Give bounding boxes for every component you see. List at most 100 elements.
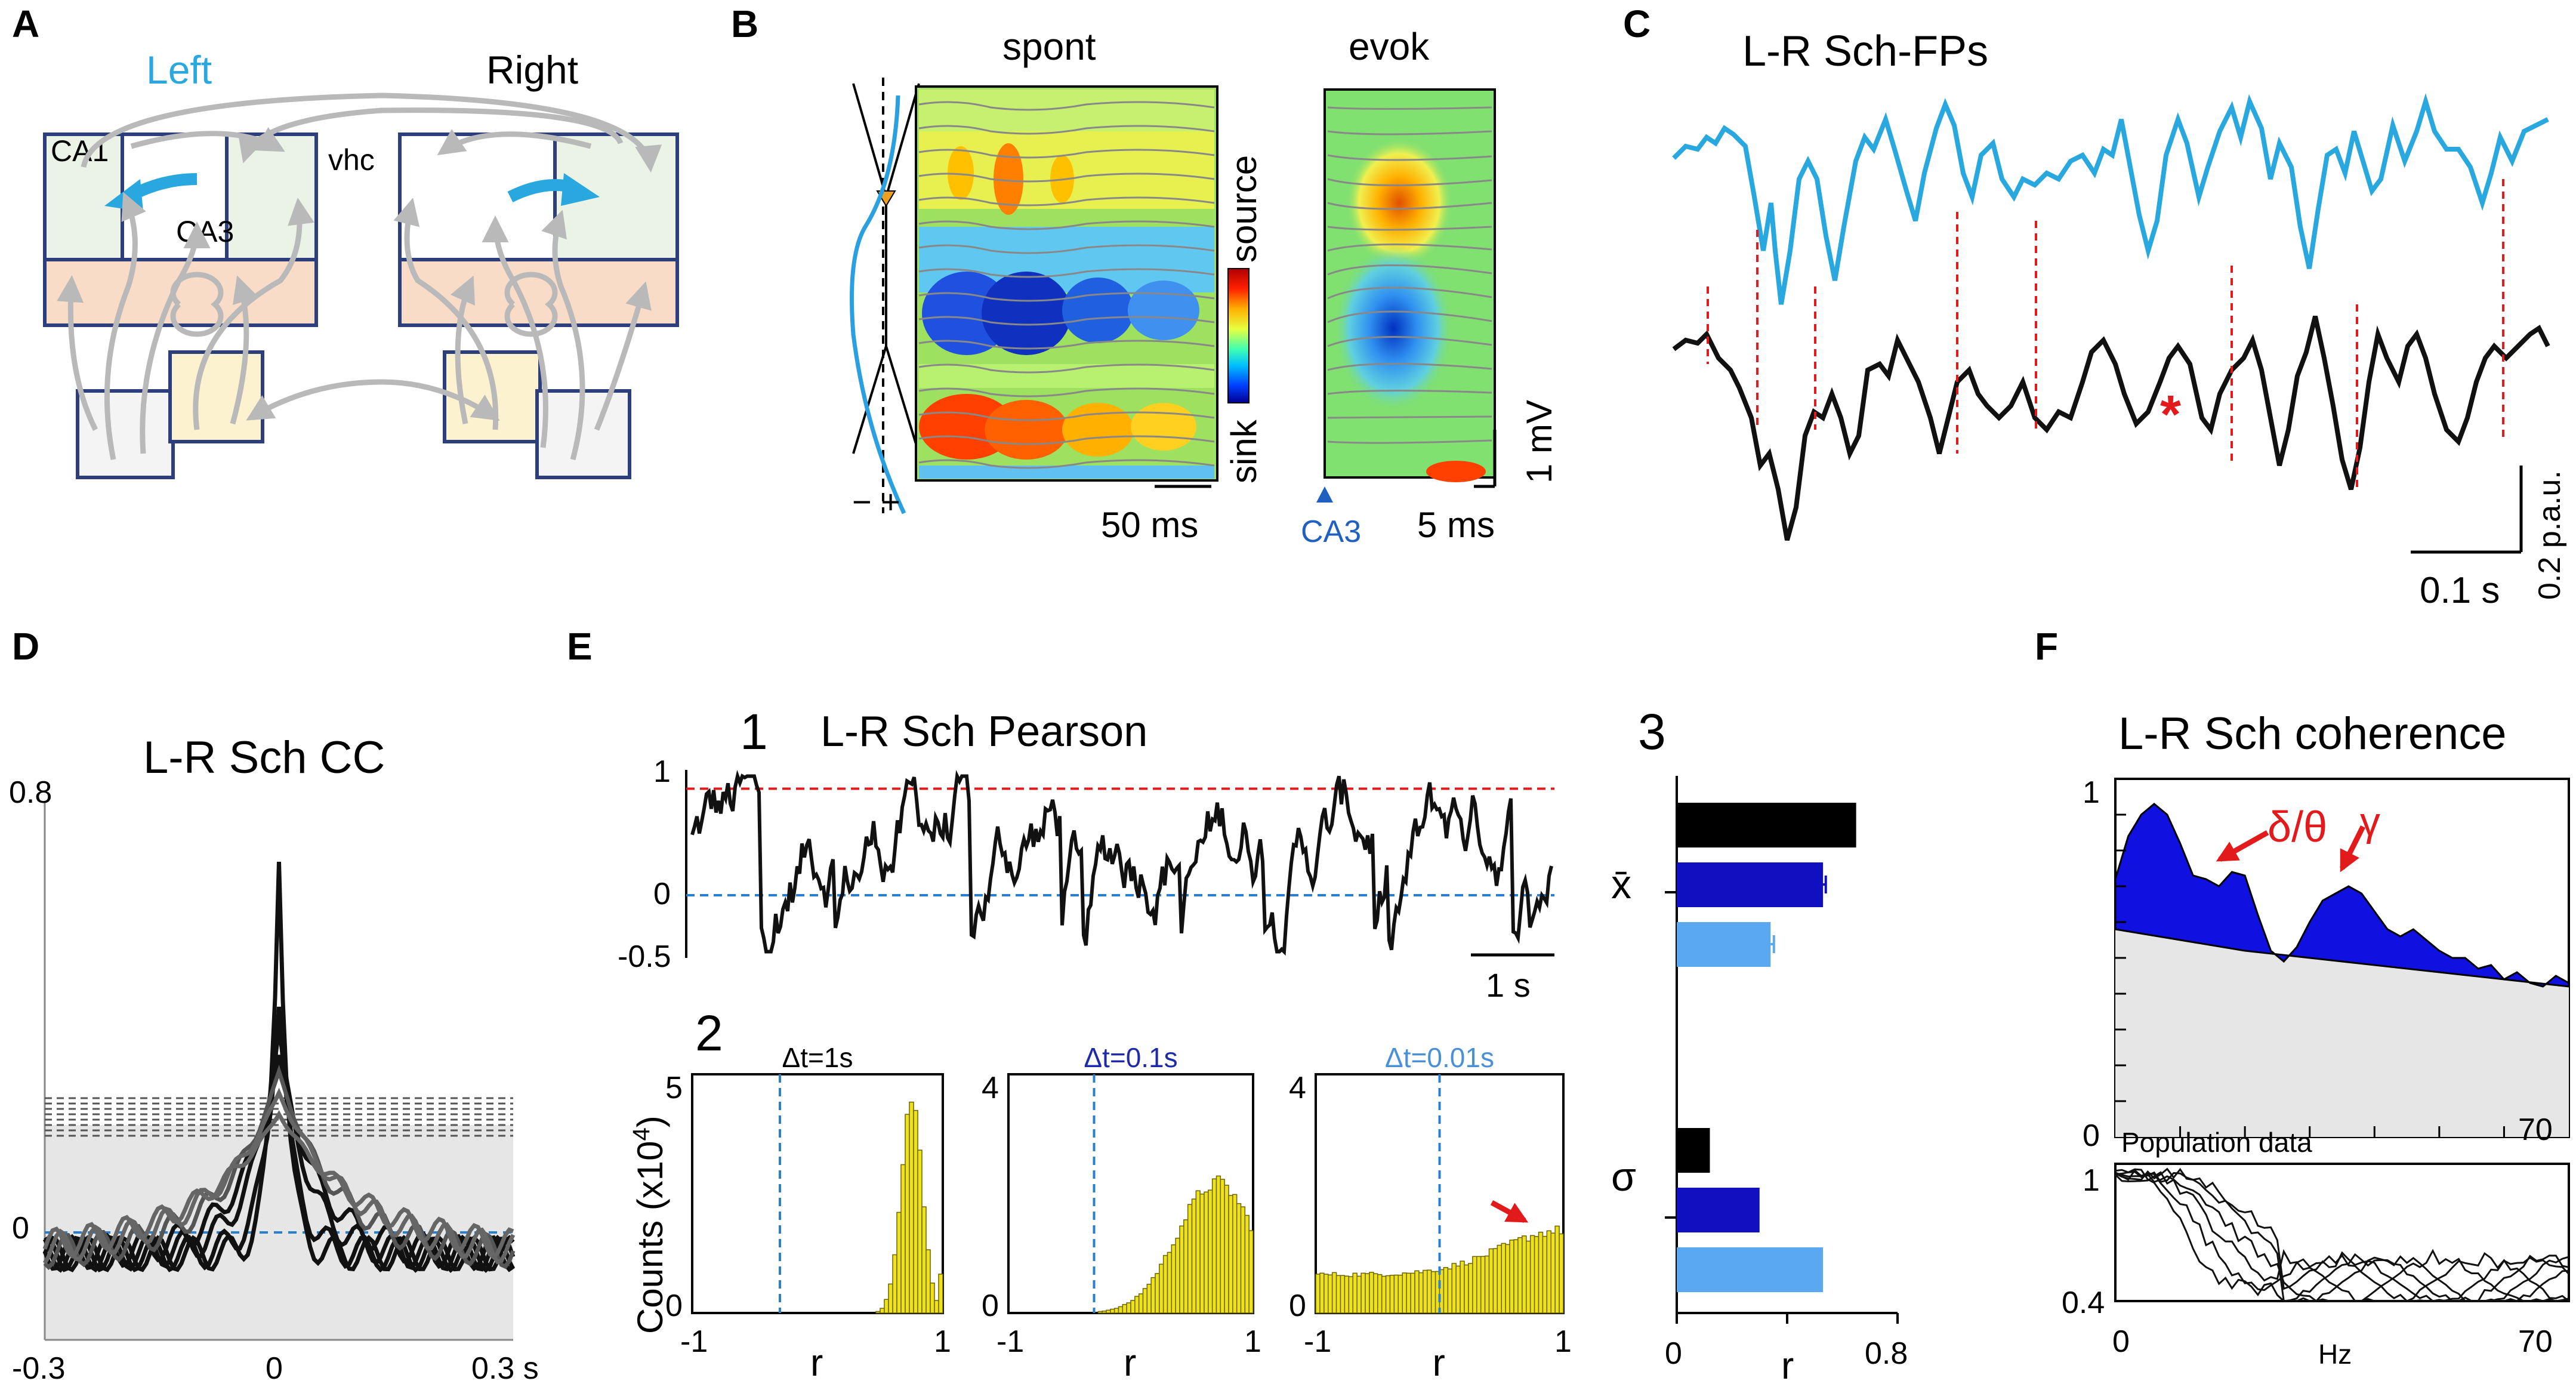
e3-number: 3 bbox=[1638, 704, 1666, 760]
hist-bar bbox=[1427, 1269, 1432, 1314]
scale-1mv-label: 1 mV bbox=[1519, 400, 1559, 483]
right-hemisphere-label: Right bbox=[486, 48, 578, 92]
fp-xlabel: Hz bbox=[2318, 1339, 2352, 1370]
ca1-label: CA1 bbox=[51, 134, 109, 168]
hist-bar bbox=[1319, 1272, 1325, 1314]
hist-bar bbox=[1517, 1237, 1523, 1314]
hist-bar bbox=[1423, 1269, 1428, 1314]
scale-0.2pau-label: 0.2 p.a.u. bbox=[2532, 470, 2567, 600]
hist-bar bbox=[1497, 1244, 1502, 1314]
hist-bar bbox=[1155, 1273, 1160, 1314]
hist-bar bbox=[1550, 1232, 1556, 1314]
hist-bar bbox=[1146, 1284, 1152, 1314]
d-xtick-left: -0.3 bbox=[12, 1351, 66, 1386]
hist-bar bbox=[1130, 1300, 1136, 1314]
hist-bar bbox=[1397, 1274, 1403, 1314]
hist-bar bbox=[938, 1274, 943, 1314]
panel-label-a: A bbox=[12, 2, 39, 45]
hist-bar bbox=[1554, 1225, 1560, 1314]
e1-ytick-0: 0 bbox=[653, 877, 671, 911]
hist-bar bbox=[1534, 1236, 1540, 1314]
hist-bar bbox=[1418, 1272, 1424, 1314]
d-xtick-mid: 0 bbox=[266, 1351, 283, 1386]
d-xtick-right: 0.3 s bbox=[471, 1351, 539, 1386]
e1-ytick-m05: -0.5 bbox=[618, 939, 671, 974]
hist-ytick-top-0: 5 bbox=[665, 1071, 683, 1105]
e3-xlabel: r bbox=[1781, 1344, 1794, 1387]
hist-bar bbox=[1335, 1275, 1341, 1314]
f-significance-area bbox=[2115, 929, 2569, 1137]
hist-bar bbox=[1097, 1311, 1103, 1314]
hist-bar bbox=[1324, 1274, 1329, 1314]
hist-bar bbox=[1179, 1225, 1184, 1314]
hist-bar bbox=[925, 1249, 931, 1314]
left-hemisphere-label: Left bbox=[146, 48, 212, 92]
hist-bar bbox=[1365, 1273, 1370, 1314]
hist-xtick-1: -1 bbox=[997, 1324, 1024, 1359]
hist-bar bbox=[1402, 1272, 1407, 1314]
csd-spont-map bbox=[915, 85, 1218, 482]
hist-bar bbox=[1142, 1288, 1148, 1314]
hist-bar bbox=[1484, 1255, 1490, 1314]
hist-bar bbox=[930, 1283, 935, 1314]
csd-evok-traces bbox=[1327, 106, 1492, 444]
d-ytick-0: 0 bbox=[12, 1211, 29, 1246]
hist-bar bbox=[1352, 1272, 1358, 1314]
hist-bar bbox=[1208, 1189, 1213, 1314]
e3-bar-sigma-2 bbox=[1677, 1247, 1824, 1292]
hist-bar bbox=[1559, 1233, 1564, 1314]
e3-bar-sigma-0 bbox=[1677, 1128, 1710, 1173]
hist-xtick-0: -1 bbox=[680, 1324, 708, 1359]
hist-bar bbox=[1434, 1271, 1440, 1314]
hist-bar bbox=[1126, 1302, 1131, 1314]
sink-label: sink bbox=[1224, 419, 1264, 483]
hist-bar bbox=[1159, 1263, 1164, 1314]
left-ec-box-1 bbox=[76, 389, 175, 479]
hist-bar bbox=[1211, 1178, 1217, 1314]
panel-a: A Left Right CA1 CA3 vhc bbox=[12, 2, 679, 479]
left-ec-box-2 bbox=[168, 350, 264, 443]
hist-bar bbox=[913, 1109, 918, 1314]
left-sch-fp-trace bbox=[1672, 93, 2549, 305]
mean-sigma-bars bbox=[1665, 776, 1899, 1324]
hist-bar bbox=[1513, 1239, 1519, 1314]
cc-plot bbox=[42, 803, 516, 1341]
e1-scale-label: 1 s bbox=[1486, 966, 1531, 1004]
hist-bar bbox=[1122, 1303, 1127, 1314]
hist-bar bbox=[1191, 1198, 1197, 1314]
fp-ytick-04: 0.4 bbox=[2062, 1286, 2105, 1320]
e2-ylabel: Counts (x104) bbox=[628, 1115, 670, 1334]
hist-bar bbox=[1224, 1185, 1229, 1314]
e1-number: 1 bbox=[740, 704, 768, 760]
hist-bar bbox=[1110, 1308, 1115, 1314]
hist-bar bbox=[1187, 1204, 1193, 1314]
hist-bar bbox=[905, 1114, 910, 1314]
hist-bar bbox=[1175, 1237, 1180, 1314]
hist-bar bbox=[1348, 1276, 1353, 1314]
hist-bar bbox=[1134, 1296, 1140, 1314]
hist-bar bbox=[1369, 1272, 1374, 1314]
hist-bar bbox=[1215, 1175, 1221, 1314]
hist-bar bbox=[1150, 1277, 1156, 1314]
hist-bar bbox=[1315, 1274, 1321, 1314]
panel-c: C L-R Sch-FPs * 0.1 s 0.2 p.a.u. bbox=[1623, 2, 2567, 611]
fp-series-2 bbox=[2114, 1171, 2569, 1302]
hist-bar bbox=[1414, 1270, 1420, 1314]
d-ytick-0.8: 0.8 bbox=[9, 775, 52, 810]
e2-ylabel-text: Counts (x10 bbox=[630, 1141, 670, 1334]
hist-bar bbox=[1447, 1268, 1452, 1314]
f-coherence-area bbox=[2114, 803, 2570, 988]
right-arrowhead-icon bbox=[561, 173, 600, 206]
mean-symbol: x̄ bbox=[1611, 862, 1631, 907]
hist-bar bbox=[1501, 1243, 1506, 1314]
population-label: Population data bbox=[2121, 1127, 2312, 1158]
hist-bar bbox=[934, 1300, 939, 1314]
hist-bar bbox=[1468, 1263, 1473, 1314]
hist-bar bbox=[1377, 1274, 1383, 1314]
e3-xtick-0.8: 0.8 bbox=[1865, 1336, 1908, 1371]
panel-b: B spont evok − + bbox=[731, 2, 1559, 549]
hist-bar bbox=[1430, 1271, 1436, 1314]
hist-bar bbox=[1492, 1248, 1498, 1314]
hist-bar bbox=[1476, 1256, 1482, 1314]
